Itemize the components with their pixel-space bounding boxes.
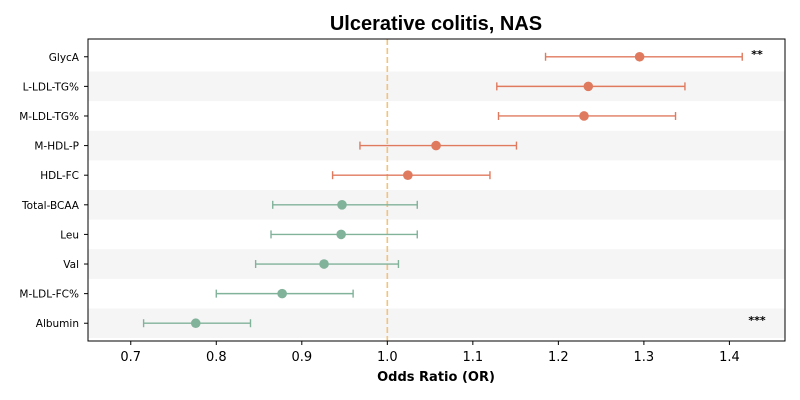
x-tick-label: 1.1 — [463, 350, 484, 365]
row-bands — [88, 71, 785, 339]
y-tick-label: L-LDL-TG% — [23, 81, 79, 93]
significance-label: *** — [748, 314, 766, 327]
or-point — [579, 111, 589, 121]
or-point — [190, 318, 201, 329]
or-point — [277, 288, 287, 299]
or-point — [583, 81, 594, 92]
forest-row — [270, 229, 418, 240]
x-tick-label: 0.8 — [206, 350, 227, 365]
y-axis: GlycA L-LDL-TG% M-LDL-TG% M-HDL-P HDL-FC Tota… — [19, 52, 88, 330]
x-tick-label: 1.3 — [634, 350, 655, 365]
x-tick-label: 1.4 — [719, 350, 740, 365]
chart-title: Ulcerative colitis, NAS — [330, 13, 542, 35]
forest-row — [272, 200, 418, 210]
x-tick-label: 0.9 — [291, 350, 312, 365]
x-tick-label: 1.0 — [377, 350, 398, 365]
x-tick-label: 0.7 — [120, 350, 141, 365]
plot-frame — [87, 38, 786, 342]
y-tick-label: M-LDL-TG% — [19, 111, 79, 123]
row-band — [88, 190, 785, 220]
x-axis-label: Odds Ratio (OR) — [377, 370, 495, 385]
or-point — [431, 140, 441, 151]
x-tick-label: 1.2 — [548, 350, 569, 365]
forest-row — [497, 111, 677, 121]
or-point — [337, 200, 347, 210]
y-tick-label: M-LDL-FC% — [19, 289, 79, 301]
or-point — [403, 170, 413, 180]
y-tick-label: M-HDL-P — [34, 141, 79, 153]
or-point — [634, 51, 645, 62]
forest-row — [496, 81, 686, 92]
or-point — [319, 259, 329, 269]
y-tick-label: GlycA — [49, 52, 80, 64]
row-band — [88, 249, 785, 279]
forest-row — [215, 288, 354, 299]
y-tick-label: Leu — [60, 229, 79, 241]
forest-row — [359, 140, 518, 151]
forest-row — [331, 170, 491, 180]
y-tick-label: Total-BCAA — [21, 200, 80, 212]
forest-row — [254, 259, 400, 269]
x-axis: 0.7 0.8 0.9 1.0 1.1 1.2 1.3 1.4 — [120, 341, 740, 365]
y-tick-label: Albumin — [36, 318, 79, 330]
y-tick-label: HDL-FC — [40, 170, 79, 182]
y-tick-label: Val — [63, 259, 79, 271]
or-point — [336, 229, 346, 240]
data-marks: ***** — [142, 48, 766, 329]
forest-row: *** — [142, 314, 766, 329]
forest-row: ** — [544, 48, 763, 62]
significance-label: ** — [751, 48, 763, 61]
